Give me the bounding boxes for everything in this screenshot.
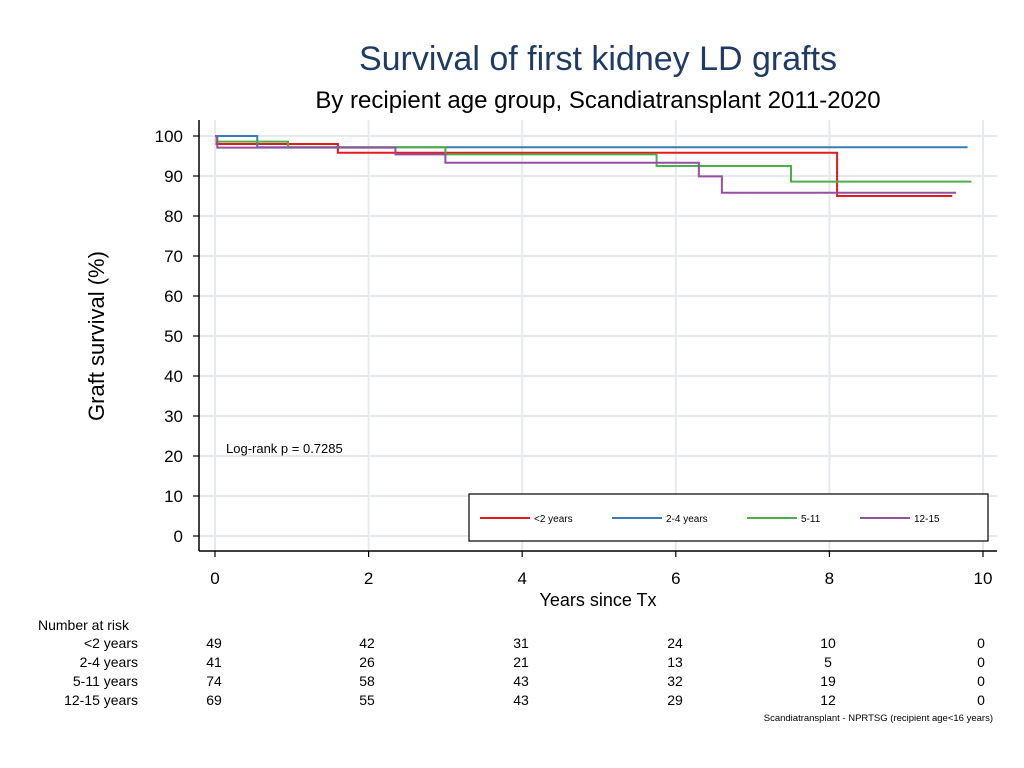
y-tick-label: 0: [174, 527, 183, 546]
y-tick-label: 40: [164, 367, 183, 386]
series-line-12-15: [215, 135, 957, 194]
risk-cell: 49: [206, 635, 222, 651]
risk-cell: 58: [359, 673, 375, 689]
x-tick-label: 6: [671, 569, 680, 588]
risk-cell: 69: [206, 692, 222, 708]
chart-title: Survival of first kidney LD grafts: [359, 40, 837, 78]
risk-cell: 0: [977, 673, 985, 689]
x-tick-label: 0: [210, 569, 219, 588]
y-tick-label: 80: [164, 207, 183, 226]
risk-row-label: 12-15 years: [64, 692, 138, 708]
risk-cell: 26: [359, 654, 375, 670]
risk-cell: 12: [820, 692, 836, 708]
risk-cell: 29: [667, 692, 683, 708]
risk-cell: 42: [359, 635, 375, 651]
y-tick-label: 20: [164, 447, 183, 466]
y-tick-label: 70: [164, 247, 183, 266]
risk-cell: 43: [513, 692, 529, 708]
x-tick-label: 2: [364, 569, 373, 588]
risk-cell: 0: [977, 635, 985, 651]
risk-cell: 24: [667, 635, 683, 651]
x-tick-label: 10: [974, 569, 993, 588]
legend-label: 12-15: [914, 514, 940, 525]
risk-cell: 32: [667, 673, 683, 689]
source-footnote: Scandiatransplant - NPRTSG (recipient ag…: [763, 713, 993, 724]
risk-cell: 55: [359, 692, 375, 708]
risk-row-label: 5-11 years: [72, 673, 138, 689]
risk-cell: 43: [513, 673, 529, 689]
risk-cell: 74: [206, 673, 222, 689]
legend-label: <2 years: [534, 514, 573, 525]
y-tick-label: 100: [155, 127, 183, 146]
risk-cell: 41: [206, 654, 222, 670]
log-rank-annotation: Log-rank p = 0.7285: [226, 441, 343, 456]
risk-cell: 13: [667, 654, 683, 670]
chart-subtitle: By recipient age group, Scandiatransplan…: [315, 87, 880, 114]
y-tick-label: 10: [164, 487, 183, 506]
series-lines: [215, 135, 972, 197]
legend-label: 5-11: [801, 514, 821, 525]
risk-table-header: Number at risk: [38, 617, 130, 633]
axes: 0 10 20 30 40 50 60 70 80 90 100 0 2 4 6 8 10: [155, 120, 997, 588]
series-line-5-11: [215, 135, 972, 183]
risk-cell: 31: [513, 635, 529, 651]
risk-cell: 5: [824, 654, 832, 670]
y-tick-label: 90: [164, 167, 183, 186]
risk-row-label: 2-4 years: [79, 654, 138, 670]
risk-cell: 21: [513, 654, 529, 670]
x-axis-label: Years since Tx: [539, 590, 656, 610]
x-tick-label: 4: [517, 569, 526, 588]
series-line--2-years: [215, 135, 953, 197]
risk-cell: 0: [977, 692, 985, 708]
grid: [199, 120, 997, 551]
risk-cell: 10: [820, 635, 836, 651]
legend-label: 2-4 years: [666, 514, 708, 525]
y-axis-label: Graft survival (%): [84, 251, 109, 421]
x-tick-label: 8: [825, 569, 834, 588]
risk-cell: 19: [820, 673, 836, 689]
y-tick-label: 50: [164, 327, 183, 346]
risk-row-label: <2 years: [83, 635, 138, 651]
risk-cell: 0: [977, 654, 985, 670]
legend: <2 years 2-4 years 5-11 12-15: [468, 493, 989, 542]
y-tick-label: 60: [164, 287, 183, 306]
y-tick-label: 30: [164, 407, 183, 426]
series-line-2-4-years: [215, 135, 968, 149]
